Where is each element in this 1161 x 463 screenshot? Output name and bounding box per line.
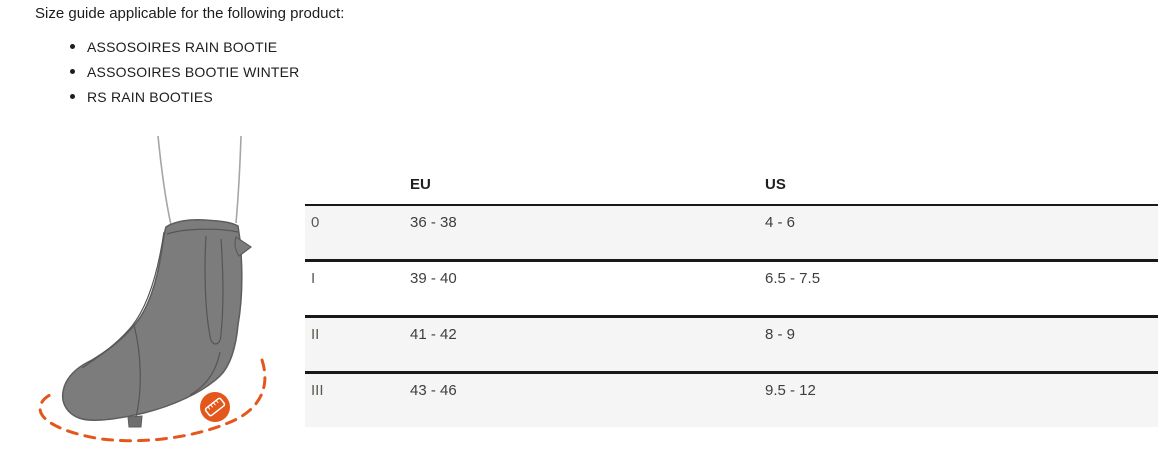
table-row: II 41 - 42 8 - 9 (305, 316, 1158, 374)
us-value: 8 - 9 (765, 316, 1158, 374)
leg-lines (157, 135, 242, 226)
size-table: EU US 0 36 - 38 4 - 6 I 39 - 40 6.5 - 7.… (305, 166, 1158, 427)
us-value: 9.5 - 12 (765, 372, 1158, 427)
eu-value: 39 - 40 (410, 260, 765, 318)
ruler-badge (200, 392, 230, 422)
sole-dashed-outline (38, 358, 267, 443)
us-column-header: US (765, 166, 1158, 206)
us-value: 4 - 6 (765, 205, 1158, 262)
product-item: RS RAIN BOOTIES (70, 90, 300, 104)
size-label: 0 (305, 205, 410, 262)
product-list: ASSOSOIRES RAIN BOOTIE ASSOSOIRES BOOTIE… (70, 40, 300, 115)
table-row: III 43 - 46 9.5 - 12 (305, 372, 1158, 427)
bootie-shape (61, 219, 252, 428)
size-label: III (305, 372, 410, 427)
product-item: ASSOSOIRES BOOTIE WINTER (70, 65, 300, 79)
table-header-row: EU US (305, 166, 1158, 206)
bullet-icon (70, 94, 75, 99)
product-name: ASSOSOIRES RAIN BOOTIE (87, 39, 278, 55)
bootie-illustration (30, 120, 315, 450)
bullet-icon (70, 69, 75, 74)
size-label: I (305, 260, 410, 318)
page-title: Size guide applicable for the following … (35, 5, 345, 22)
eu-value: 43 - 46 (410, 372, 765, 427)
bullet-icon (70, 44, 75, 49)
size-label: II (305, 316, 410, 374)
table-row: I 39 - 40 6.5 - 7.5 (305, 260, 1158, 318)
eu-value: 36 - 38 (410, 205, 765, 262)
product-name: RS RAIN BOOTIES (87, 89, 213, 105)
ruler-icon (204, 397, 226, 417)
eu-value: 41 - 42 (410, 316, 765, 374)
product-item: ASSOSOIRES RAIN BOOTIE (70, 40, 300, 54)
us-value: 6.5 - 7.5 (765, 260, 1158, 318)
eu-column-header: EU (410, 166, 765, 206)
size-column-header (305, 166, 410, 206)
table-row: 0 36 - 38 4 - 6 (305, 205, 1158, 262)
product-name: ASSOSOIRES BOOTIE WINTER (87, 64, 300, 80)
